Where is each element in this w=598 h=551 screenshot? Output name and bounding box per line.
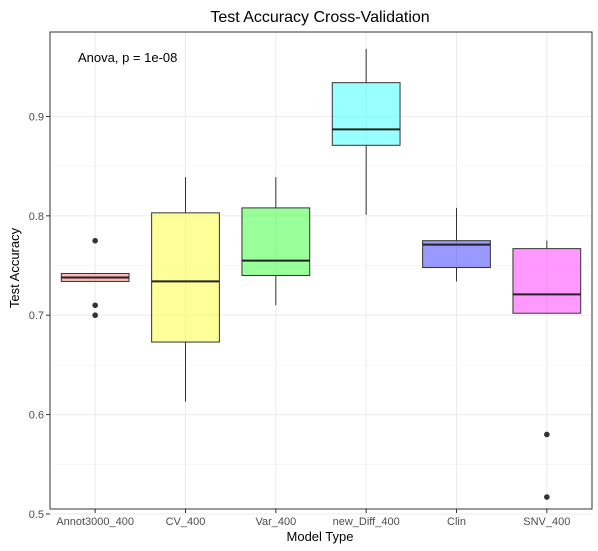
box-new_Diff_400 (331, 48, 401, 215)
gridlines (50, 32, 592, 515)
y-tick-label: 0.6 (29, 410, 44, 422)
box-iqr (512, 248, 582, 314)
x-tick-label: Annot3000_400 (56, 516, 134, 528)
outlier-point (92, 312, 98, 319)
box-CV_400 (151, 177, 220, 402)
y-tick-label: 0.9 (29, 111, 44, 123)
outlier-point (544, 431, 550, 438)
y-axis: 0.5 0.6 0.7 0.8 0.9 (29, 111, 50, 521)
x-tick-label: SNV_400 (523, 516, 570, 528)
x-axis-title: Model Type (287, 529, 354, 544)
box-SNV_400 (512, 240, 582, 500)
x-tick-label: CV_400 (166, 516, 206, 528)
box-series (60, 48, 582, 500)
y-tick-label: 0.7 (29, 310, 44, 322)
chart-title: Test Accuracy Cross-Validation (210, 9, 429, 26)
x-tick-label: new_Diff_400 (333, 516, 400, 528)
x-tick-label: Clin (447, 516, 466, 528)
anova-annotation: Anova, p = 1e-08 (78, 50, 177, 65)
y-tick-label: 0.8 (29, 211, 44, 223)
y-axis-title: Test Accuracy (7, 227, 22, 308)
box-iqr (331, 82, 401, 146)
y-tick-label: 0.5 (29, 509, 44, 521)
outlier-point (92, 302, 98, 309)
outlier-point (92, 237, 98, 244)
box-Clin (422, 207, 491, 282)
box-iqr (241, 207, 311, 276)
x-tick-label: Var_400 (255, 516, 296, 528)
box-Annot3000_400 (60, 237, 130, 319)
box-Var_400 (241, 177, 311, 306)
box-iqr (151, 212, 220, 343)
plot-panel-border (49, 31, 593, 510)
x-axis: Annot3000_400 CV_400 Var_400 new_Diff_400 Cl… (56, 509, 570, 528)
outlier-point (544, 494, 550, 500)
